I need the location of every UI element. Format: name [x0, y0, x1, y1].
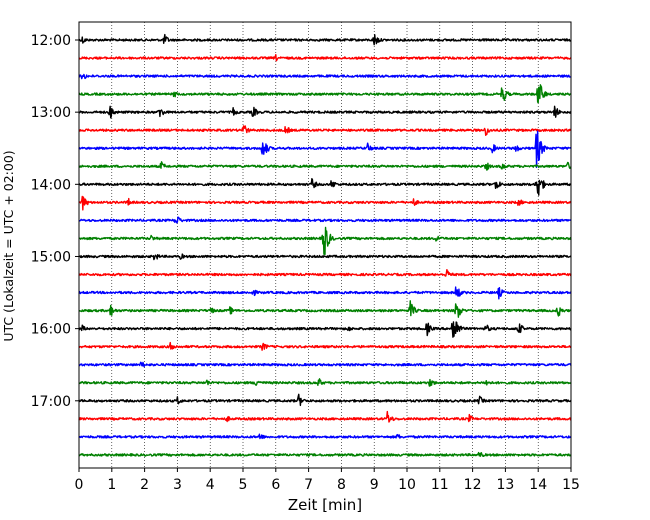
trace-1430 [78, 216, 572, 224]
trace-1545 [78, 300, 572, 318]
x-tick-label: 1 [107, 477, 116, 493]
y-axis-label: UTC (Lokalzeit = UTC + 02:00) [1, 150, 16, 341]
trace-1415 [78, 195, 572, 211]
grid-lines [111, 22, 539, 468]
y-tick-label: 12:00 [31, 33, 71, 49]
trace-1715 [78, 410, 572, 423]
x-tick-label: 13 [496, 477, 514, 493]
trace-1630 [78, 361, 572, 368]
x-tick-label: 5 [239, 477, 248, 493]
trace-1400 [78, 177, 572, 196]
trace-1600 [78, 321, 572, 338]
trace-1530 [78, 286, 572, 300]
y-tick-label: 17:00 [31, 394, 71, 410]
x-tick-label: 10 [398, 477, 416, 493]
y-tick-label: 14:00 [31, 177, 71, 193]
trace-1645 [78, 378, 572, 387]
x-tick-label: 9 [370, 477, 379, 493]
trace-1700 [78, 393, 572, 407]
trace-1500 [78, 253, 572, 261]
x-tick-label: 0 [75, 477, 84, 493]
y-tick-label: 13:00 [31, 105, 71, 121]
x-axis-label: Zeit [min] [288, 496, 362, 514]
x-tick-label: 12 [464, 477, 482, 493]
trace-1745 [78, 451, 572, 458]
trace-1515 [78, 268, 572, 277]
trace-1300 [78, 105, 572, 119]
plot-frame [78, 21, 572, 469]
trace-1615 [78, 341, 572, 351]
x-axis-ticks: 0 1 2 3 4 5 6 7 8 9 10 11 12 13 14 15 [75, 468, 580, 493]
x-tick-label: 2 [140, 477, 149, 493]
trace-1245 [78, 84, 572, 104]
x-tick-label: 8 [337, 477, 346, 493]
trace-1730 [78, 433, 572, 440]
x-tick-label: 6 [271, 477, 280, 493]
x-tick-label: 7 [304, 477, 313, 493]
x-tick-label: 3 [173, 477, 182, 493]
x-tick-label: 11 [431, 477, 449, 493]
y-tick-label: 15:00 [31, 249, 71, 265]
trace-1345 [78, 161, 572, 171]
trace-lines [78, 33, 572, 458]
trace-1445 [78, 226, 572, 256]
y-tick-label: 16:00 [31, 322, 71, 338]
trace-1230 [78, 73, 572, 80]
trace-1315 [78, 125, 572, 136]
trace-1330 [78, 130, 572, 169]
x-tick-label: 14 [529, 477, 547, 493]
y-axis-ticks: 12:00 13:00 14:00 15:00 16:00 17:00 [31, 33, 79, 410]
x-tick-label: 4 [206, 477, 215, 493]
x-tick-label: 15 [562, 477, 580, 493]
trace-1200 [78, 33, 572, 46]
trace-1215 [78, 53, 572, 62]
